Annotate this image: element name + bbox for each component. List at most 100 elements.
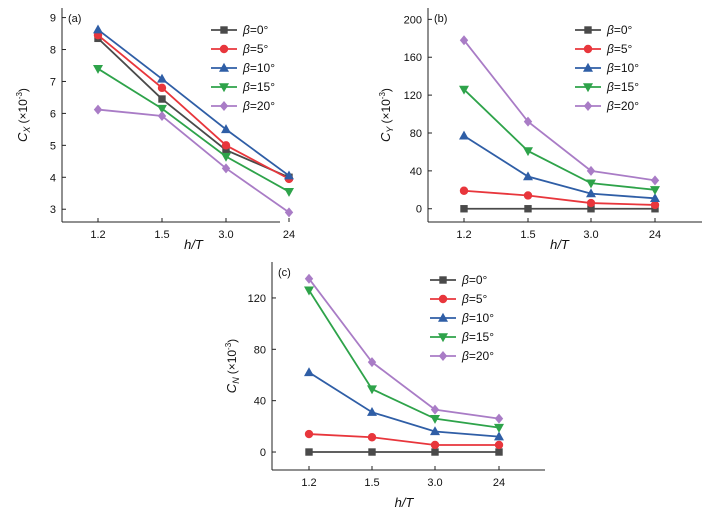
- legend-item-beta-20: β=20°: [575, 99, 639, 113]
- y-axis-title-sub: Y: [385, 126, 395, 133]
- series-beta-20: [459, 35, 660, 186]
- data-point-beta-20: [430, 404, 440, 415]
- legend-label: β=5°: [242, 42, 269, 56]
- data-point-beta-10: [157, 73, 167, 83]
- legend-beta: β: [242, 99, 250, 113]
- series-beta-15: [304, 286, 504, 433]
- legend-item-beta-15: β=15°: [430, 330, 494, 344]
- legend-value: =20°: [250, 99, 275, 113]
- y-tick-label: 4: [50, 172, 56, 184]
- x-tick-label: 1.5: [154, 229, 169, 241]
- y-axis-title: CY (×10-3): [378, 88, 395, 142]
- y-axis-title: CX (×10-3): [15, 88, 32, 142]
- legend-label: β=0°: [606, 23, 633, 37]
- y-tick-label: 7: [50, 76, 56, 88]
- x-tick-label: 1.2: [456, 229, 471, 241]
- y-tick-label: 80: [254, 344, 266, 356]
- legend-label: β=15°: [606, 80, 639, 94]
- legend-value: =15°: [614, 80, 639, 94]
- legend-item-beta-0: β=0°: [575, 23, 633, 37]
- legend-value: =15°: [250, 80, 275, 94]
- data-point-beta-0: [158, 95, 166, 103]
- legend-beta: β: [461, 330, 469, 344]
- series-beta-20: [93, 104, 294, 218]
- legend-value: =20°: [614, 99, 639, 113]
- legend-item-beta-10: β=10°: [430, 311, 494, 325]
- legend-marker: [583, 83, 593, 93]
- data-point-beta-5: [430, 440, 440, 450]
- legend: β=0°β=5°β=10°β=15°β=20°: [575, 23, 639, 113]
- legend: β=0°β=5°β=10°β=15°β=20°: [211, 23, 275, 113]
- legend-marker: [220, 26, 228, 34]
- data-point-beta-0: [587, 205, 595, 213]
- panel-label: (b): [434, 13, 447, 25]
- chart-panel-b: 0 40 80 120 160 200 1.2 1.5 3.0 24 (b) h/T CY (×10-3)…: [378, 8, 702, 252]
- x-tick-label: 24: [493, 477, 505, 489]
- series-beta-15: [93, 64, 294, 197]
- legend-marker: [438, 333, 448, 343]
- data-point-beta-10: [650, 193, 660, 203]
- legend-beta: β: [606, 23, 614, 37]
- data-point-beta-20: [523, 116, 533, 127]
- legend-item-beta-15: β=15°: [211, 80, 275, 94]
- y-axis-title-unit: (×10: [16, 99, 30, 124]
- legend-marker: [583, 44, 593, 54]
- data-point-beta-15: [586, 179, 596, 189]
- y-tick-label: 80: [410, 128, 422, 140]
- legend-label: β=5°: [606, 42, 633, 56]
- x-axis-title: h/T: [550, 237, 570, 252]
- data-point-beta-15: [221, 152, 231, 162]
- data-point-beta-10: [586, 188, 596, 198]
- data-point-beta-10: [430, 426, 440, 436]
- data-point-beta-0: [431, 448, 439, 456]
- series-line-beta-20: [308, 278, 500, 420]
- legend-value: =20°: [469, 349, 494, 363]
- legend-item-beta-5: β=5°: [211, 42, 269, 56]
- series-line-beta-10: [308, 371, 500, 438]
- y-tick-label: 200: [404, 14, 422, 26]
- data-point-beta-15: [304, 286, 314, 296]
- x-tick-label: 3.0: [218, 229, 233, 241]
- legend-marker: [219, 83, 229, 93]
- series-beta-20: [304, 273, 504, 424]
- series-line-beta-20: [463, 39, 656, 182]
- legend-value: =10°: [469, 311, 494, 325]
- x-tick-label: 24: [649, 229, 661, 241]
- data-point-beta-5: [494, 440, 504, 450]
- series-line-beta-15: [308, 289, 500, 429]
- data-point-beta-20: [459, 35, 469, 46]
- legend-beta: β: [242, 61, 250, 75]
- legend-value: =5°: [614, 42, 633, 56]
- y-axis-title-exp: -3: [15, 92, 24, 100]
- y-axis-title-exp: -3: [224, 342, 233, 350]
- legend-label: β=10°: [461, 311, 494, 325]
- data-point-beta-15: [367, 385, 377, 395]
- data-point-beta-5: [304, 429, 314, 439]
- y-tick-label: 0: [260, 447, 266, 459]
- data-point-beta-20: [367, 357, 377, 368]
- data-point-beta-15: [523, 147, 533, 157]
- y-axis-title-main: C: [378, 132, 393, 142]
- series-line-beta-15: [97, 67, 290, 193]
- legend-item-beta-0: β=0°: [430, 273, 488, 287]
- data-point-beta-10: [304, 367, 314, 377]
- legend-item-beta-15: β=15°: [575, 80, 639, 94]
- legend-label: β=20°: [461, 349, 494, 363]
- series-line-beta-0: [97, 37, 290, 179]
- legend-label: β=15°: [242, 80, 275, 94]
- legend-value: =15°: [469, 330, 494, 344]
- series-beta-5: [459, 186, 660, 210]
- y-axis-title-main: C: [224, 383, 239, 393]
- legend-beta: β: [242, 80, 250, 94]
- y-axis-title-main: C: [15, 132, 30, 142]
- data-point-beta-20: [221, 163, 231, 174]
- legend-beta: β: [461, 273, 469, 287]
- data-point-beta-15: [157, 104, 167, 114]
- legend-item-beta-5: β=5°: [575, 42, 633, 56]
- series-line-beta-5: [463, 189, 656, 206]
- data-point-beta-5: [586, 198, 596, 208]
- data-point-beta-0: [460, 205, 468, 213]
- legend-item-beta-0: β=0°: [211, 23, 269, 37]
